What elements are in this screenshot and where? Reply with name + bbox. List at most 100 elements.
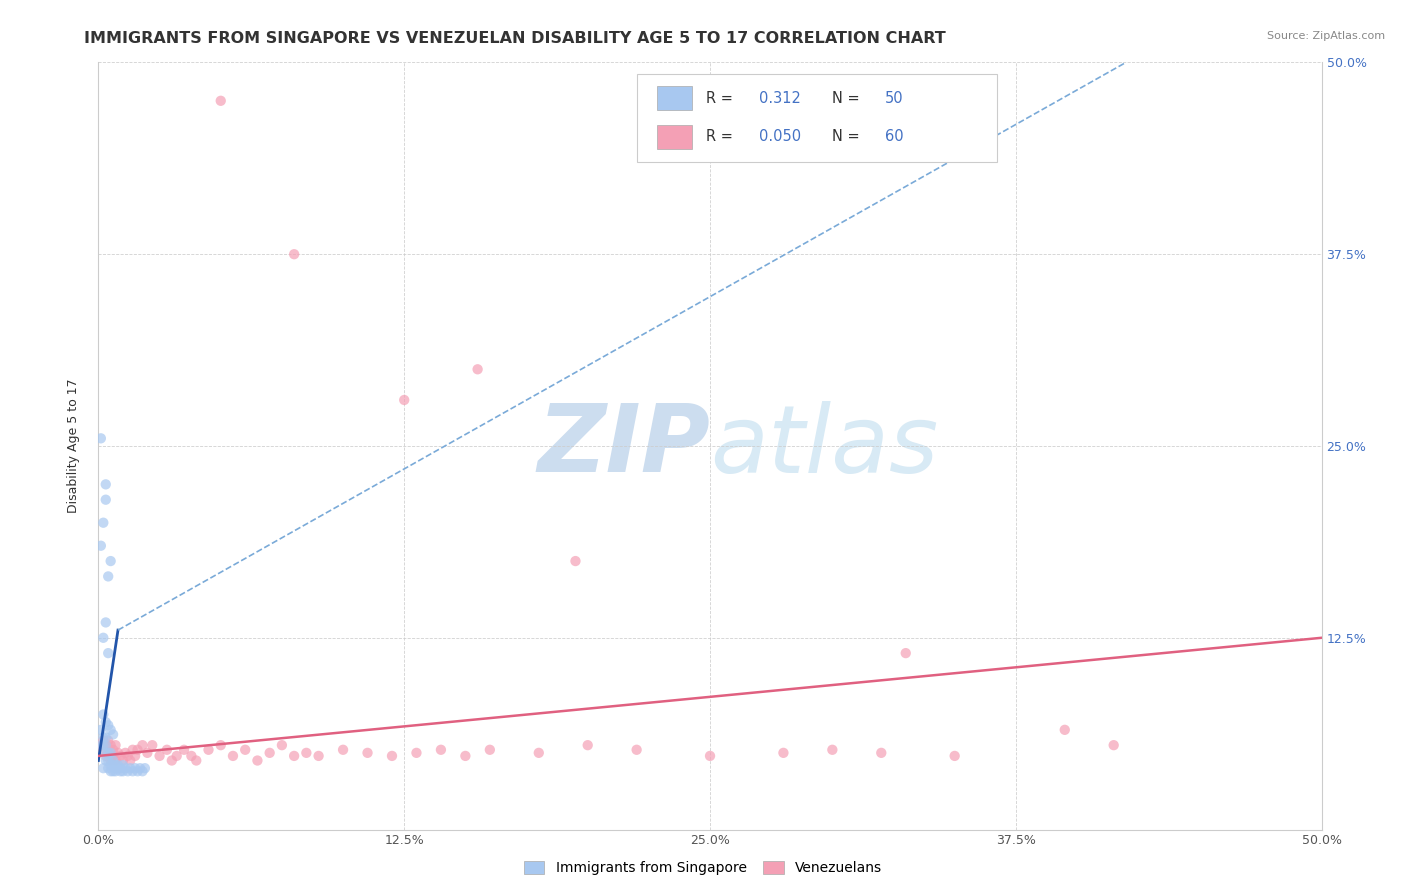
Point <box>283 247 305 261</box>
Point <box>111 758 134 772</box>
Point <box>101 748 124 763</box>
Point <box>392 392 416 407</box>
Point <box>104 764 127 779</box>
Point <box>100 754 122 768</box>
Point <box>209 94 232 108</box>
Point <box>141 738 163 752</box>
Point <box>121 764 143 779</box>
Point <box>478 743 501 757</box>
Point <box>107 746 129 760</box>
Point <box>222 748 245 763</box>
Point <box>259 746 281 760</box>
Text: atlas: atlas <box>710 401 938 491</box>
Point <box>110 748 132 763</box>
Point <box>91 707 114 722</box>
Point <box>121 743 143 757</box>
Point <box>91 731 114 745</box>
Point <box>117 748 139 763</box>
Point <box>467 362 489 376</box>
Point <box>100 738 122 752</box>
Point <box>100 723 122 737</box>
Point <box>97 746 120 760</box>
Point <box>131 764 153 779</box>
Point <box>94 492 117 507</box>
Point <box>91 631 114 645</box>
Point <box>97 569 120 583</box>
Point <box>246 754 269 768</box>
Point <box>166 748 188 763</box>
Point <box>332 743 354 757</box>
Point <box>209 738 232 752</box>
Point <box>295 746 318 760</box>
Point <box>136 746 159 760</box>
Point <box>626 743 648 757</box>
Point <box>943 748 966 763</box>
Text: IMMIGRANTS FROM SINGAPORE VS VENEZUELAN DISABILITY AGE 5 TO 17 CORRELATION CHART: IMMIGRANTS FROM SINGAPORE VS VENEZUELAN … <box>84 31 946 46</box>
Point <box>97 761 120 775</box>
Text: 0.312: 0.312 <box>759 91 801 106</box>
Text: Source: ZipAtlas.com: Source: ZipAtlas.com <box>1267 31 1385 41</box>
Point <box>120 754 142 768</box>
Text: N =: N = <box>832 91 865 106</box>
Point <box>110 761 132 775</box>
Text: 0.050: 0.050 <box>759 129 801 145</box>
Point <box>100 554 122 568</box>
Point <box>100 746 122 760</box>
Text: 60: 60 <box>884 129 904 145</box>
Point <box>101 764 124 779</box>
Point <box>129 761 152 775</box>
Point <box>134 761 156 775</box>
Point <box>111 764 134 779</box>
Point <box>821 743 844 757</box>
Point <box>270 738 294 752</box>
Point <box>527 746 550 760</box>
Point <box>94 477 117 491</box>
Point <box>91 743 114 757</box>
FancyBboxPatch shape <box>637 74 997 162</box>
Point <box>97 646 120 660</box>
Point <box>90 723 112 737</box>
Point <box>91 761 114 775</box>
Text: 50: 50 <box>884 91 904 106</box>
Point <box>114 761 136 775</box>
Point <box>94 738 117 752</box>
Bar <box>658 125 692 149</box>
Point <box>101 727 124 741</box>
Point <box>90 539 112 553</box>
Point <box>94 731 117 745</box>
Text: N =: N = <box>832 129 865 145</box>
Point <box>90 738 112 752</box>
Point <box>283 748 305 763</box>
Point <box>94 738 117 752</box>
Point <box>104 738 127 752</box>
Point <box>160 754 183 768</box>
Point <box>430 743 453 757</box>
Y-axis label: Disability Age 5 to 17: Disability Age 5 to 17 <box>66 379 80 513</box>
Point <box>356 746 378 760</box>
Point <box>454 748 477 763</box>
Point <box>308 748 330 763</box>
Point <box>94 715 117 730</box>
Point <box>97 733 120 747</box>
Point <box>173 743 195 757</box>
Point <box>91 516 114 530</box>
Point <box>120 761 142 775</box>
Point <box>149 748 172 763</box>
Text: ZIP: ZIP <box>537 400 710 492</box>
Point <box>104 761 127 775</box>
Point <box>94 615 117 630</box>
Text: R =: R = <box>706 91 738 106</box>
Point <box>127 764 149 779</box>
Point <box>90 738 112 752</box>
Point <box>699 748 721 763</box>
Point <box>186 754 208 768</box>
Point <box>97 746 120 760</box>
Point <box>772 746 794 760</box>
Point <box>381 748 404 763</box>
Point <box>107 758 129 772</box>
Point <box>870 746 893 760</box>
Point <box>1102 738 1125 752</box>
Point <box>131 738 153 752</box>
Point <box>564 554 586 568</box>
Point <box>405 746 427 760</box>
